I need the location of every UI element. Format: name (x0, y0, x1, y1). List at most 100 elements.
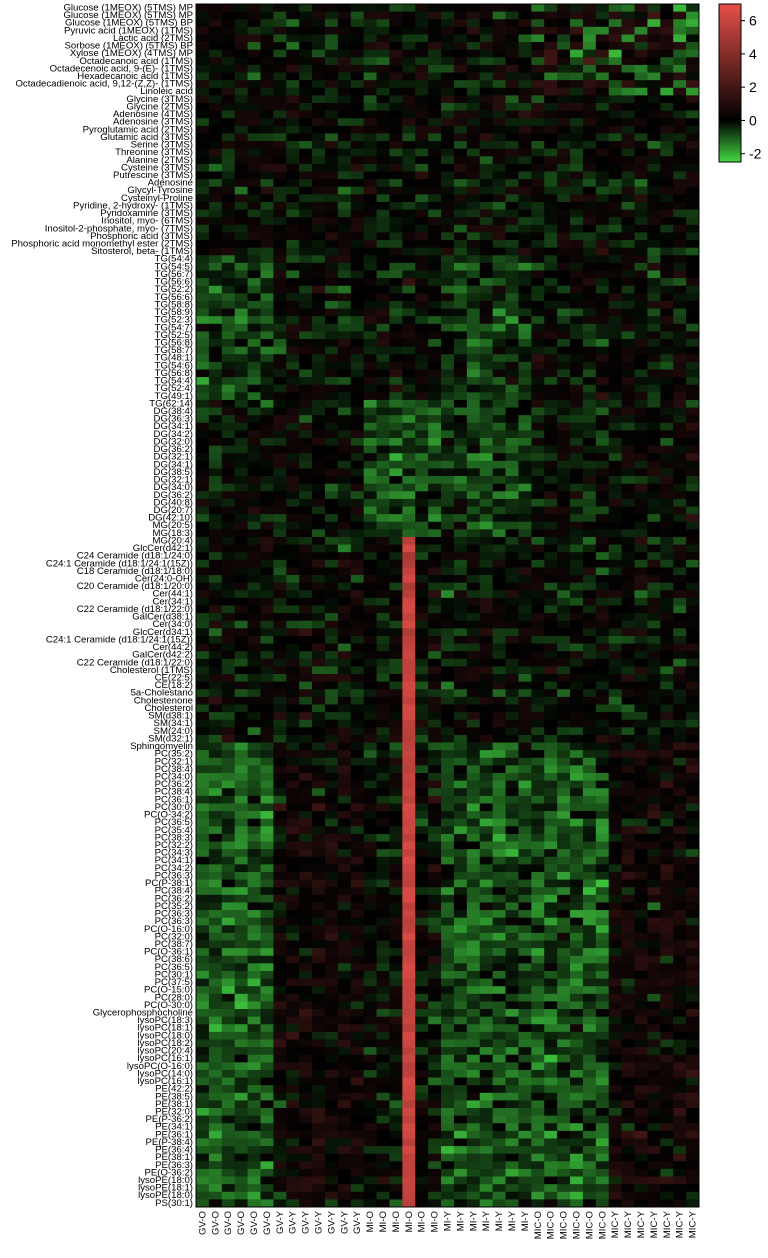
heatmap-cell (505, 437, 519, 446)
heatmap-cell (234, 125, 248, 134)
heatmap-cell (544, 582, 558, 591)
heatmap-cell (286, 864, 300, 873)
heatmap-cell (196, 354, 210, 363)
heatmap-cell (660, 529, 674, 538)
heatmap-cell (634, 430, 648, 439)
heatmap-cell (428, 696, 442, 705)
heatmap-cell (415, 658, 429, 667)
heatmap-cell (428, 818, 442, 827)
heatmap-cell (234, 681, 248, 690)
heatmap-cell (570, 87, 584, 96)
heatmap-cell (221, 613, 236, 622)
heatmap-cell (260, 864, 274, 873)
heatmap-cell (660, 476, 674, 485)
heatmap-cell (531, 803, 545, 812)
heatmap-cell (337, 49, 352, 58)
heatmap-cell (363, 948, 377, 957)
heatmap-cell (337, 308, 352, 317)
heatmap-cell (208, 620, 223, 629)
heatmap-cell (595, 529, 610, 538)
heatmap-cell (363, 773, 377, 782)
heatmap-cell (350, 316, 365, 325)
heatmap-cell (557, 232, 571, 241)
heatmap-cell (350, 57, 365, 66)
heatmap-cell (634, 849, 648, 858)
heatmap-cell (634, 521, 648, 530)
heatmap-cell (595, 613, 610, 622)
heatmap-cell (324, 818, 339, 827)
heatmap-cell (582, 384, 597, 393)
heatmap-cell (312, 369, 326, 378)
heatmap-cell (376, 689, 390, 698)
heatmap-cell (402, 559, 416, 568)
heatmap-cell (660, 544, 674, 553)
heatmap-cell (350, 856, 365, 865)
heatmap-cell (608, 224, 623, 233)
heatmap-cell (389, 110, 403, 119)
heatmap-cell (196, 719, 210, 728)
heatmap-cell (273, 734, 287, 743)
heatmap-cell (363, 651, 377, 660)
heatmap-cell (273, 925, 287, 934)
heatmap-cell (350, 590, 365, 599)
heatmap-cell (196, 491, 210, 500)
heatmap-cell (544, 932, 558, 941)
heatmap-cell (415, 87, 429, 96)
heatmap-cell (686, 948, 700, 957)
heatmap-cell (441, 902, 455, 911)
heatmap-cell (608, 514, 623, 523)
heatmap-cell (221, 285, 236, 294)
heatmap-cell (389, 262, 403, 271)
heatmap-cell (273, 42, 287, 51)
heatmap-cell (647, 940, 661, 949)
heatmap-cell (415, 4, 429, 13)
heatmap-cell (428, 102, 442, 111)
heatmap-cell (479, 240, 494, 249)
heatmap-cell (570, 171, 584, 180)
heatmap-cell (286, 156, 300, 165)
heatmap-cell (673, 727, 687, 736)
heatmap-cell (402, 970, 416, 979)
heatmap-cell (402, 849, 416, 858)
heatmap-cell (557, 491, 571, 500)
heatmap-cell (389, 232, 403, 241)
heatmap-cell (673, 582, 687, 591)
heatmap-cell (337, 247, 352, 256)
heatmap-cell (196, 316, 210, 325)
heatmap-cell (299, 597, 313, 606)
heatmap-cell (608, 285, 623, 294)
heatmap-cell (557, 278, 571, 287)
heatmap-cell (492, 491, 506, 500)
heatmap-cell (324, 590, 339, 599)
heatmap-cell (686, 970, 700, 979)
heatmap-cell (376, 217, 390, 226)
heatmap-cell (260, 110, 274, 119)
heatmap-cell (402, 369, 416, 378)
heatmap-cell (389, 369, 403, 378)
heatmap-cell (647, 910, 661, 919)
heatmap-cell (324, 262, 339, 271)
heatmap-cell (518, 582, 532, 591)
heatmap-cell (518, 674, 532, 683)
heatmap-cell (350, 917, 365, 926)
heatmap-cell (208, 773, 223, 782)
heatmap-cell (441, 734, 455, 743)
heatmap-cell (221, 232, 236, 241)
heatmap-cell (531, 582, 545, 591)
heatmap-cell (492, 407, 506, 416)
heatmap-cell (673, 879, 687, 888)
heatmap-cell (247, 247, 261, 256)
heatmap-cell (453, 415, 468, 424)
heatmap-cell (453, 483, 468, 492)
heatmap-cell (441, 498, 455, 507)
heatmap-cell (608, 468, 623, 477)
heatmap-cell (492, 681, 506, 690)
heatmap-cell (466, 194, 481, 203)
heatmap-cell (557, 910, 571, 919)
heatmap-cell (582, 620, 597, 629)
heatmap-cell (208, 87, 223, 96)
heatmap-cell (299, 407, 313, 416)
heatmap-cell (492, 696, 506, 705)
heatmap-cell (208, 514, 223, 523)
heatmap-cell (570, 765, 584, 774)
